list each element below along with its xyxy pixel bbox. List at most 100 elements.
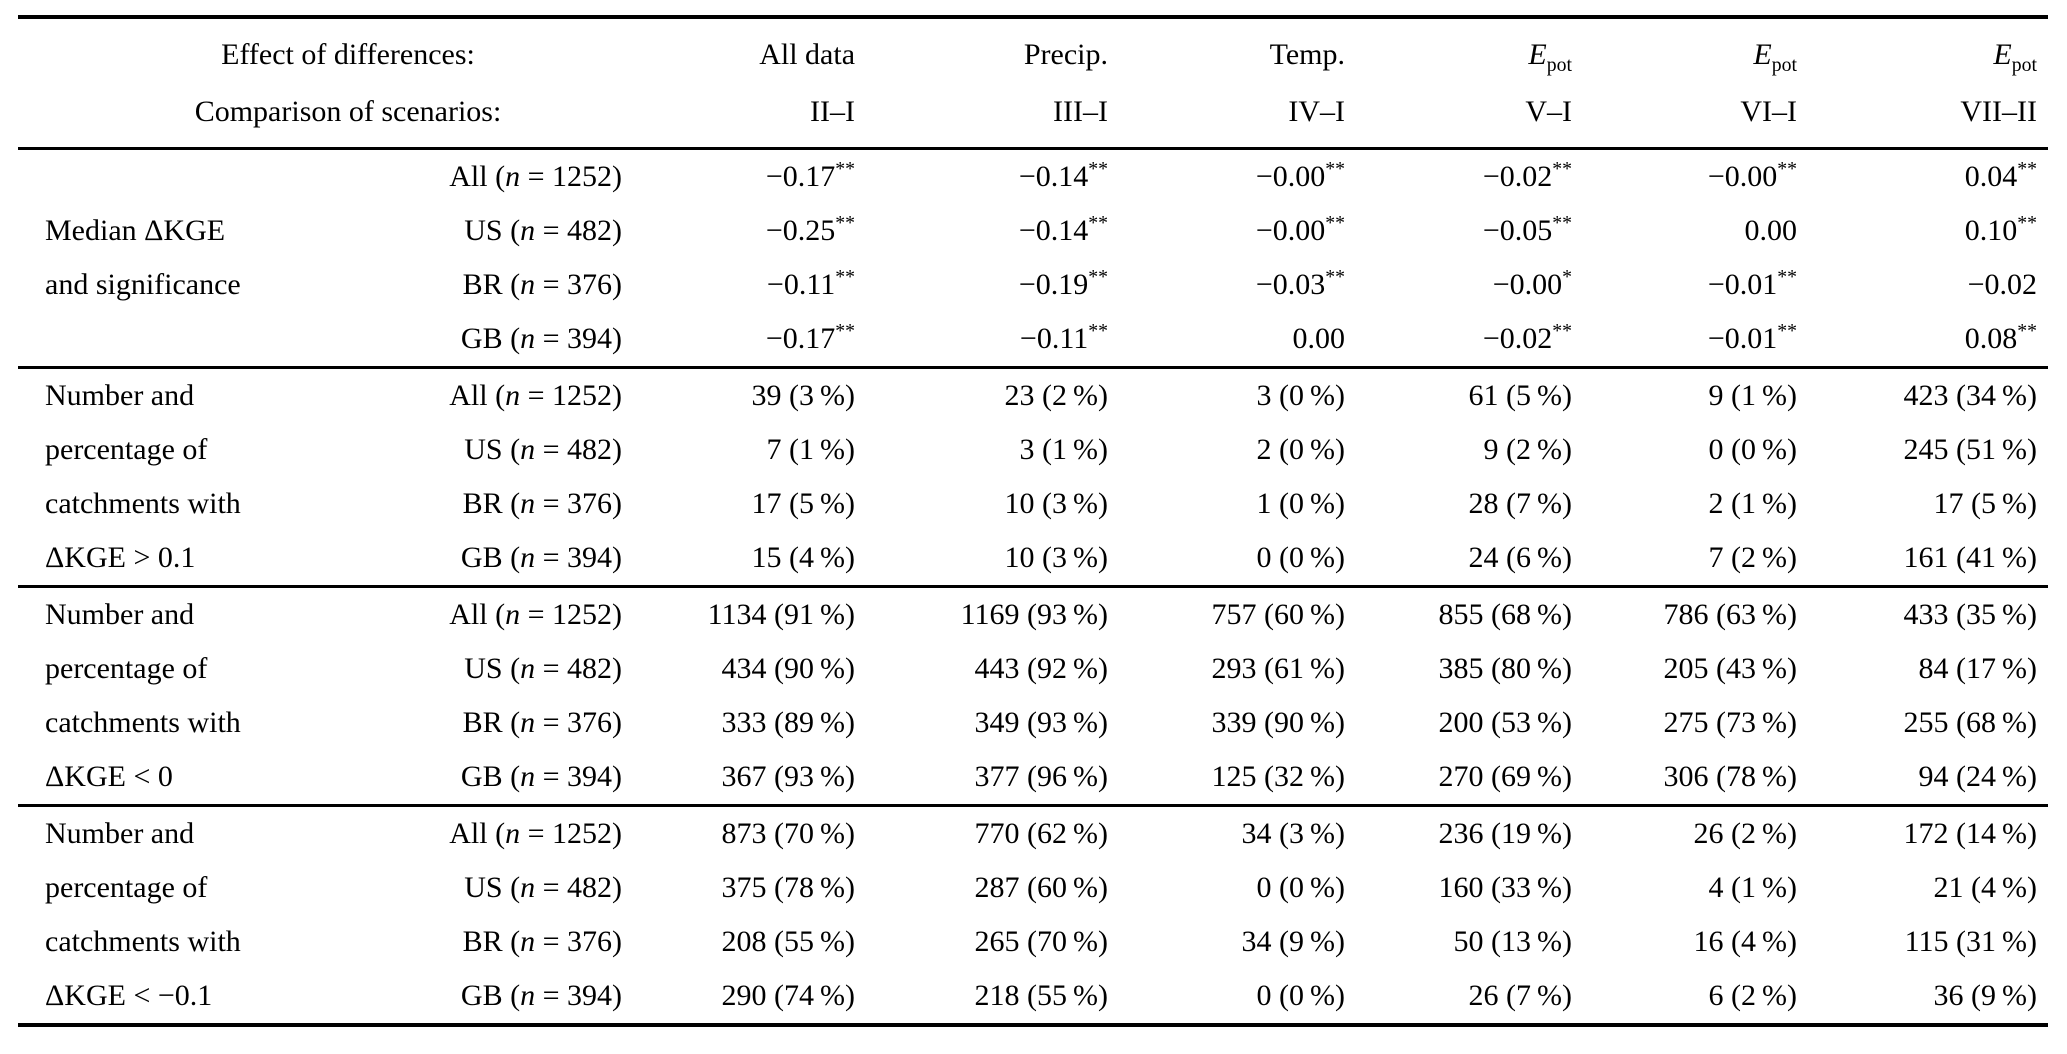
value-cell: 115 (31 %) (1904, 925, 2038, 958)
row-group-label-line: catchments with (45, 487, 241, 520)
row-group-label-line: percentage of (45, 433, 208, 466)
value-cell: 270 (69 %) (1438, 760, 1573, 793)
table-row: Number and All (n = 1252) 1134 (91 %) 1169 … (18, 587, 2048, 643)
epot-symbol: E (1993, 38, 2012, 71)
value-cell: 0.00 (1292, 322, 1346, 355)
region-label: GB (n = 394) (460, 541, 623, 574)
value-cell: 61 (5 %) (1468, 379, 1573, 412)
value-cell: 26 (2 %) (1693, 817, 1798, 850)
value-cell: −0.00** (1707, 158, 1798, 193)
value-cell: 0.10** (1964, 212, 2038, 247)
table-row: ΔKGE < −0.1 GB (n = 394) 290 (74 %) 218 (55… (18, 969, 2048, 1025)
value-cell: 9 (1 %) (1708, 379, 1798, 412)
value-cell: 0 (0 %) (1256, 541, 1346, 574)
value-cell: 36 (9 %) (1933, 979, 2038, 1012)
value-cell: 1 (0 %) (1256, 487, 1346, 520)
significance-stars: ** (1777, 266, 1798, 288)
column-header: Epot V–I (1345, 17, 1572, 149)
value-cell: 208 (55 %) (721, 925, 856, 958)
value-cell: 160 (33 %) (1438, 871, 1573, 904)
table-row: percentage of US (n = 482) 434 (90 %) 443 (… (18, 642, 2048, 696)
value-cell: 50 (13 %) (1453, 925, 1573, 958)
value-cell: 306 (78 %) (1663, 760, 1798, 793)
significance-stars: ** (1325, 158, 1346, 180)
value-cell: 84 (17 %) (1918, 652, 2038, 685)
row-group-label-line: ΔKGE < −0.1 (45, 979, 213, 1012)
value-cell: −0.11** (1019, 320, 1109, 355)
column-header-label: Epot (1345, 26, 1572, 83)
value-cell: 375 (78 %) (721, 871, 856, 904)
significance-stars: ** (1552, 158, 1573, 180)
value-cell: 1169 (93 %) (960, 598, 1109, 631)
value-cell: 290 (74 %) (721, 979, 856, 1012)
significance-stars: ** (1088, 158, 1109, 180)
row-group-label-line: percentage of (45, 871, 208, 904)
n-symbol: n (520, 652, 536, 685)
column-header-comparison: VI–I (1740, 95, 1798, 128)
table-row: All (n = 1252) −0.17** −0.14** −0.00** −0.02… (18, 149, 2048, 205)
row-group-label-line: ΔKGE < 0 (45, 760, 173, 793)
value-cell: −0.17** (765, 320, 856, 355)
significance-stars: ** (1552, 212, 1573, 234)
value-cell: −0.00* (1492, 266, 1573, 301)
n-symbol: n (520, 214, 536, 247)
region-label: All (n = 1252) (449, 598, 623, 631)
value-cell: 255 (68 %) (1903, 706, 2038, 739)
n-symbol: n (520, 487, 536, 520)
table-row: ΔKGE < 0 GB (n = 394) 367 (93 %) 377 (96 %)… (18, 750, 2048, 806)
row-group-label-line (18, 312, 338, 368)
value-cell: −0.11** (766, 266, 856, 301)
epot-subscript: pot (1546, 54, 1573, 76)
value-cell: 28 (7 %) (1468, 487, 1573, 520)
significance-stars: ** (835, 212, 856, 234)
table-row: and significance BR (n = 376) −0.11** −0.19… (18, 258, 2048, 312)
row-group-catchments-dkge-gt-0.1: Number and All (n = 1252) 39 (3 %) 23 (2 %)… (18, 367, 2049, 587)
region-label: BR (n = 376) (462, 706, 623, 739)
significance-stars: ** (1088, 266, 1109, 288)
value-cell: 205 (43 %) (1663, 652, 1798, 685)
table-row: Median ΔKGE US (n = 482) −0.25** −0.14** −0.… (18, 204, 2048, 258)
column-header: Epot VII–II (1797, 17, 2048, 149)
region-label: BR (n = 376) (462, 268, 623, 301)
n-symbol: n (505, 817, 521, 850)
header-row: Effect of differences: Comparison of sce… (18, 17, 2048, 149)
value-cell: 200 (53 %) (1438, 706, 1573, 739)
column-header-comparison: IV–I (1288, 95, 1346, 128)
value-cell: −0.14** (1018, 212, 1109, 247)
region-label: All (n = 1252) (449, 817, 623, 850)
column-header-comparison: V–I (1525, 95, 1573, 128)
significance-stars: ** (835, 266, 856, 288)
value-cell: 434 (90 %) (721, 652, 856, 685)
n-symbol: n (520, 268, 536, 301)
value-cell: 16 (4 %) (1693, 925, 1798, 958)
value-cell: 218 (55 %) (974, 979, 1109, 1012)
table-header: Effect of differences: Comparison of sce… (18, 17, 2049, 149)
row-group-median-dkge-significance: All (n = 1252) −0.17** −0.14** −0.00** −0.02… (18, 148, 2049, 368)
value-cell: 333 (89 %) (721, 706, 856, 739)
value-cell: 443 (92 %) (974, 652, 1109, 685)
column-header: Temp. IV–I (1108, 17, 1345, 149)
value-cell: 34 (9 %) (1241, 925, 1346, 958)
value-cell: 0 (0 %) (1256, 979, 1346, 1012)
significance-stars: ** (1325, 266, 1346, 288)
value-cell: −0.01** (1707, 320, 1798, 355)
value-cell: 265 (70 %) (974, 925, 1109, 958)
value-cell: −0.17** (765, 158, 856, 193)
table-row: percentage of US (n = 482) 375 (78 %) 287 (… (18, 861, 2048, 915)
comparison-of-scenarios-label: Comparison of scenarios: (194, 95, 502, 128)
value-cell: 17 (5 %) (751, 487, 856, 520)
significance-stars: ** (1325, 212, 1346, 234)
value-cell: 433 (35 %) (1903, 598, 2038, 631)
row-group-catchments-dkge-lt-0: Number and All (n = 1252) 1134 (91 %) 1169 … (18, 586, 2049, 806)
region-label: GB (n = 394) (460, 322, 623, 355)
value-cell: 10 (3 %) (1004, 541, 1109, 574)
row-group-label-line: Median ΔKGE (45, 214, 226, 247)
region-label: US (n = 482) (464, 652, 623, 685)
value-cell: −0.02** (1482, 320, 1573, 355)
value-cell: −0.02 (1967, 268, 2038, 301)
value-cell: 377 (96 %) (974, 760, 1109, 793)
significance-stars: ** (1777, 158, 1798, 180)
column-header: Epot VI–I (1572, 17, 1797, 149)
column-header: All data II–I (622, 17, 855, 149)
row-group-label-line: Number and (45, 379, 195, 412)
